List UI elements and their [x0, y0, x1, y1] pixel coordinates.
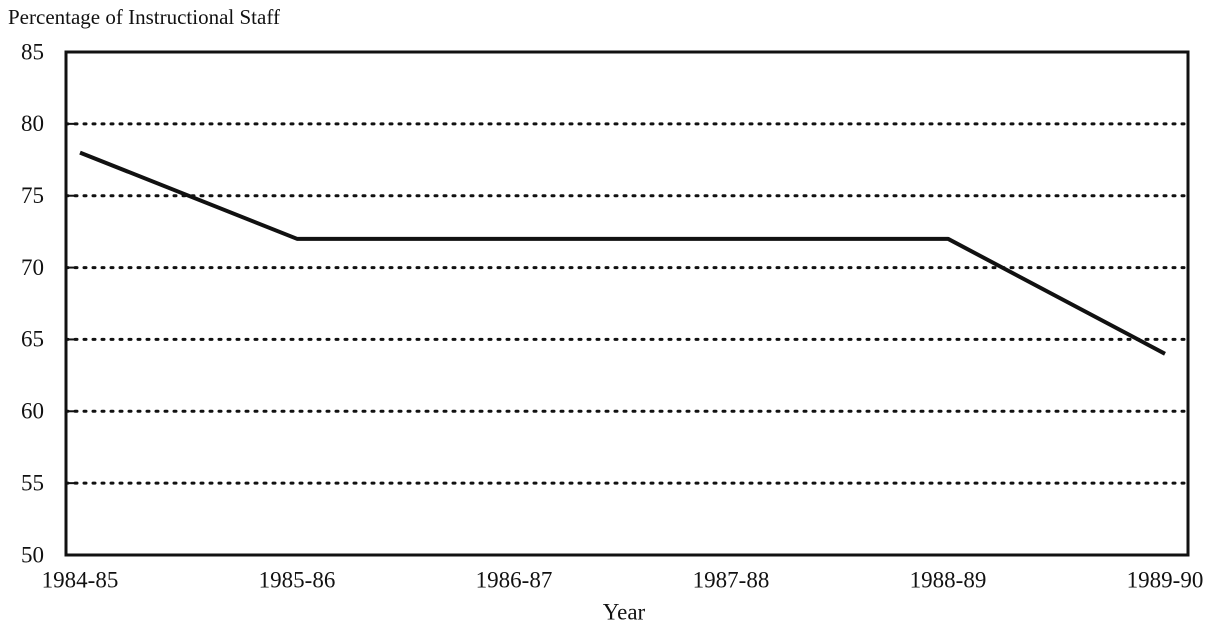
x-tick-label: 1986-87 — [476, 567, 553, 592]
y-tick-label: 75 — [21, 183, 44, 208]
y-tick-label: 50 — [21, 542, 44, 567]
x-tick-label: 1988-89 — [910, 567, 987, 592]
y-tick-label: 80 — [21, 111, 44, 136]
x-tick-label: 1987-88 — [693, 567, 770, 592]
y-axis-title: Percentage of Instructional Staff — [8, 5, 280, 29]
y-tick-label: 70 — [21, 255, 44, 280]
x-axis-title: Year — [603, 599, 646, 624]
x-tick-label: 1989-90 — [1127, 567, 1204, 592]
x-tick-label: 1984-85 — [42, 567, 119, 592]
data-line — [79, 150, 1166, 356]
y-tick-label: 65 — [21, 327, 44, 352]
y-tick-label: 85 — [21, 39, 44, 64]
plot-frame — [64, 50, 1190, 557]
x-tick-label: 1985-86 — [259, 567, 336, 592]
y-tick-label: 55 — [21, 470, 44, 495]
y-tick-label: 60 — [21, 399, 44, 424]
